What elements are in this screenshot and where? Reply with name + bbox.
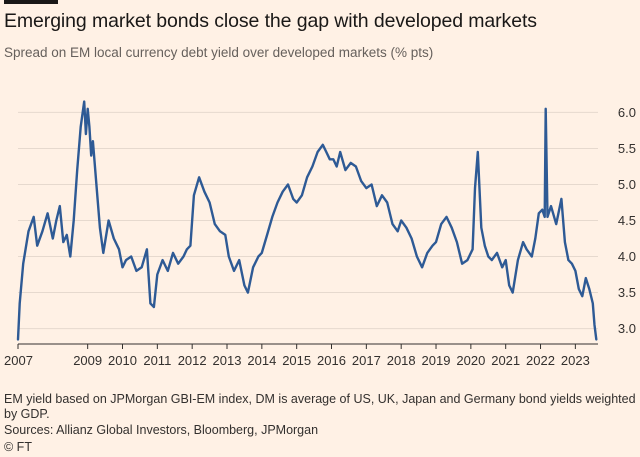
y-tick-label: 3.0 (618, 321, 636, 336)
x-tick-label: 2023 (561, 353, 590, 368)
ft-credit: © FT (4, 440, 32, 454)
x-tick-label: 2020 (456, 353, 485, 368)
y-tick-label: 5.5 (618, 141, 636, 156)
x-tick-label: 2016 (317, 353, 346, 368)
series-layer (16, 100, 598, 341)
y-axis: 3.0 3.5 4.0 4.5 5.0 5.5 6.0 (618, 105, 636, 336)
chart-area: 2007 2009 2010 2011 2012 2013 2014 2015 2016 2017… (4, 100, 636, 368)
chart-title: Emerging market bonds close the gap with… (4, 10, 537, 32)
y-tick-label: 6.0 (618, 105, 636, 120)
x-tick-label: 2017 (352, 353, 381, 368)
gridlines (18, 111, 598, 330)
x-tick-label: 2007 (4, 353, 33, 368)
x-tick-label: 2015 (282, 353, 311, 368)
x-tick-label: 2018 (387, 353, 416, 368)
x-tick-label: 2011 (143, 353, 171, 368)
y-tick-label: 3.5 (618, 285, 636, 300)
x-tick-label: 2022 (526, 353, 555, 368)
x-tick-label: 2014 (247, 353, 276, 368)
y-tick-label: 4.5 (618, 213, 636, 228)
chart-note: EM yield based on JPMorgan GBI-EM index,… (4, 392, 636, 421)
ft-top-bar (4, 0, 58, 4)
series-line (16, 100, 598, 341)
chart-source: Sources: Allianz Global Investors, Bloom… (4, 423, 319, 437)
y-tick-label: 5.0 (618, 177, 636, 192)
x-axis: 2007 2009 2010 2011 2012 2013 2014 2015 2016 2017… (4, 343, 598, 368)
chart-subtitle: Spread on EM local currency debt yield o… (4, 45, 434, 60)
y-tick-label: 4.0 (618, 249, 636, 264)
x-tick-label: 2019 (422, 353, 451, 368)
x-tick-label: 2009 (73, 353, 102, 368)
x-tick-label: 2010 (108, 353, 137, 368)
x-tick-label: 2021 (491, 353, 520, 368)
x-tick-label: 2013 (213, 353, 242, 368)
x-tick-label: 2012 (178, 353, 207, 368)
